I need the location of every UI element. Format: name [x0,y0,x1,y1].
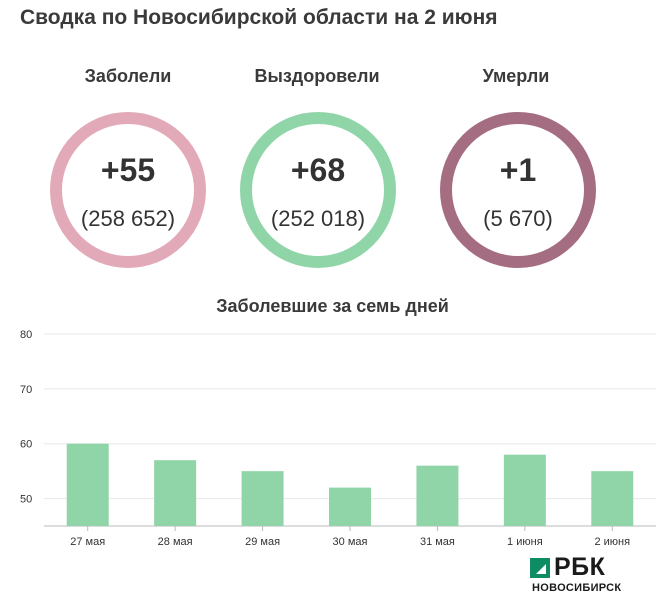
bar-3 [241,471,284,526]
recovered-delta: +68 [290,152,346,188]
x-tick-label-6: 1 июня [507,536,543,548]
ring-deaths: +1 (5 670) [440,112,596,268]
y-tick-label-80: 80 [20,329,32,341]
deaths-delta: +1 [499,152,537,188]
bar-5 [416,465,459,526]
bar-chart: 50 60 70 80 27 мая 28 мая 29 мая 30 мая 31 мая 1 … [20,329,656,548]
chart-title: Заболевшие за семь дней [216,296,449,316]
x-tick-label-7: 2 июня [594,536,630,548]
bar-4 [329,487,371,526]
bar-1 [66,443,109,526]
stat-label-recovered: Выздоровели [254,66,380,86]
x-tick-label-2: 28 мая [158,536,193,548]
x-tick-label-4: 30 мая [333,536,368,548]
rbc-logo: РБК НОВОСИБИРСК [528,553,653,600]
stat-label-deaths: Умерли [482,66,550,86]
y-tick-label-50: 50 [20,494,32,506]
rbc-logo-city: НОВОСИБИРСК [532,582,622,594]
y-tick-label-70: 70 [20,384,32,396]
y-tick-label-60: 60 [20,439,32,451]
infected-delta: +55 [100,152,156,188]
ring-infected: +55 (258 652) [50,112,206,268]
ring-recovered: +68 (252 018) [240,112,396,268]
x-tick-label-1: 27 мая [70,536,105,548]
rbc-logo-text: РБК [554,553,606,581]
bar-2 [154,460,197,526]
page-title: Сводка по Новосибирской области на 2 июн… [20,6,498,29]
rbc-logo-icon [530,558,550,578]
bar-6 [503,454,546,526]
stat-label-infected: Заболели [84,66,172,86]
infected-total: (258 652) [80,206,176,231]
bar-7 [591,471,634,526]
x-tick-label-5: 31 мая [420,536,455,548]
deaths-total: (5 670) [483,206,553,231]
x-tick-label-3: 29 мая [245,536,280,548]
recovered-total: (252 018) [270,206,366,231]
